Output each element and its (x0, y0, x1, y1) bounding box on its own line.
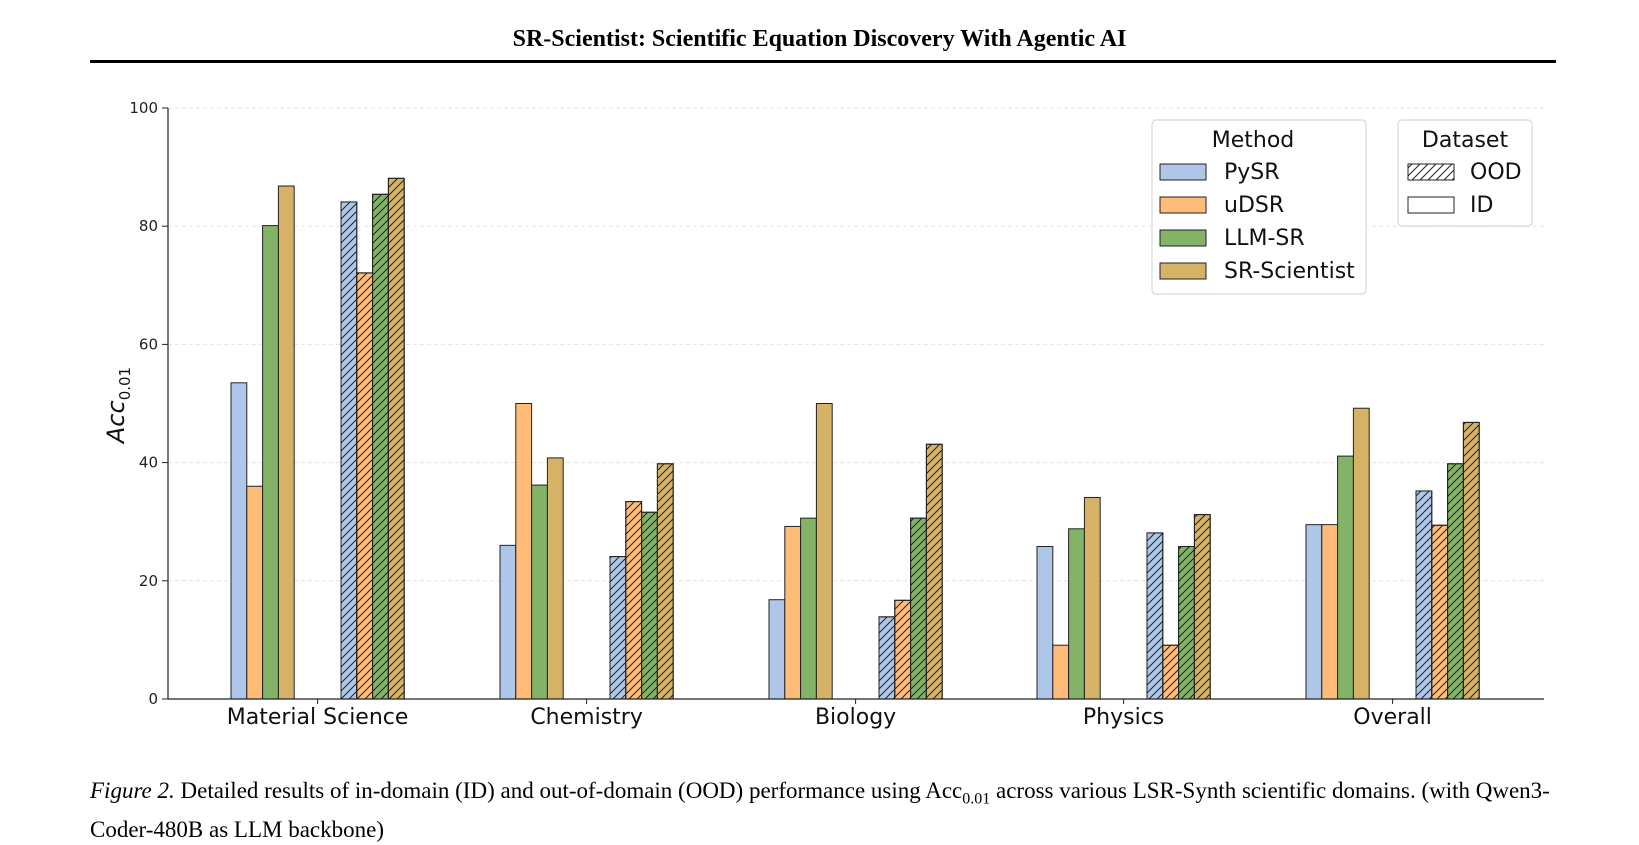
y-tick-label: 60 (139, 335, 158, 353)
y-tick-label: 0 (148, 690, 158, 708)
legend-swatch-udsr (1159, 196, 1207, 214)
x-tick-label: Physics (1083, 705, 1164, 730)
bar-llm-sr-ood-material-science-hatch (372, 193, 389, 700)
legend-label-llm-sr: LLM-SR (1224, 226, 1305, 251)
legend-label-pysr: PySR (1224, 160, 1280, 185)
caption-subscript: 0.01 (962, 790, 991, 808)
x-tick-label: Chemistry (530, 705, 643, 730)
legend-label-udsr: uDSR (1224, 193, 1284, 218)
legend-label-id: ID (1470, 193, 1493, 218)
bar-pysr-id-physics (1036, 546, 1054, 700)
bar-udsr-ood-material-science-hatch (356, 272, 374, 700)
figure-caption: Figure 2. Detailed results of in-domain … (90, 776, 1560, 845)
bar-sr-scientist-ood-material-science-hatch (387, 177, 405, 700)
y-tick-label: 20 (139, 572, 158, 590)
bar-sr-scientist-id-material-science (277, 185, 295, 700)
header-rule (90, 60, 1556, 63)
bar-llm-sr-id-biology (800, 517, 817, 700)
bar-sr-scientist-id-overall (1352, 407, 1370, 700)
y-axis-label: Acc0.01 (102, 367, 134, 445)
legend-dataset-title: Dataset (1422, 128, 1509, 153)
bar-llm-sr-ood-chemistry-hatch (641, 511, 658, 700)
bar-udsr-id-chemistry (515, 403, 533, 700)
legends: Method PySR uDSR LLM-SR SR-Scientist Dataset O… (1151, 119, 1533, 295)
legend-swatch-id (1407, 196, 1455, 214)
legend-swatch-llm-sr (1159, 229, 1207, 247)
bar-sr-scientist-ood-biology-hatch (925, 443, 943, 700)
bar-llm-sr-id-material-science (262, 225, 279, 700)
bar-pysr-id-material-science (230, 382, 248, 700)
bar-pysr-id-overall (1305, 524, 1323, 700)
legend-swatch-sr-scientist (1159, 262, 1207, 280)
bar-pysr-id-biology (768, 599, 786, 700)
legend-method-title: Method (1212, 128, 1295, 153)
bar-sr-scientist-id-physics (1083, 496, 1101, 700)
bar-pysr-ood-biology-hatch (878, 616, 896, 700)
caption-label: Figure 2. (90, 778, 175, 803)
caption-text-before: Detailed results of in-domain (ID) and o… (180, 778, 963, 803)
bar-pysr-id-chemistry (499, 544, 517, 700)
legend-label-ood: OOD (1470, 160, 1522, 185)
x-tick-label: Biology (815, 705, 896, 730)
y-axis-label-main: Acc (102, 400, 130, 445)
axes: 0 20 40 60 80 100 Material Science Chemistry Bio… (102, 99, 1544, 730)
bar-llm-sr-id-physics (1068, 528, 1085, 700)
bar-pysr-ood-material-science-hatch (340, 201, 358, 700)
bar-pysr-ood-overall-hatch (1415, 490, 1433, 700)
bar-udsr-ood-overall-hatch (1431, 524, 1449, 700)
bar-sr-scientist-ood-chemistry-hatch (656, 463, 674, 700)
bar-llm-sr-id-overall (1337, 455, 1354, 700)
bar-sr-scientist-ood-physics-hatch (1193, 514, 1211, 700)
bar-udsr-ood-chemistry-hatch (625, 501, 643, 700)
bar-udsr-ood-physics-hatch (1162, 644, 1180, 700)
bar-pysr-ood-physics-hatch (1146, 532, 1164, 700)
bar-udsr-id-physics (1052, 644, 1070, 700)
bar-udsr-id-material-science (246, 485, 264, 700)
bar-sr-scientist-id-chemistry (546, 457, 564, 700)
bar-llm-sr-id-chemistry (531, 484, 548, 700)
x-tick-label: Overall (1353, 705, 1432, 730)
y-tick-label: 80 (139, 217, 158, 235)
bar-llm-sr-ood-biology-hatch (910, 517, 927, 700)
bar-sr-scientist-id-biology (815, 403, 833, 700)
y-tick-label: 40 (139, 454, 158, 472)
legend-swatch-pysr (1159, 163, 1207, 181)
bar-pysr-ood-chemistry-hatch (609, 556, 627, 700)
y-axis-label-subscript: 0.01 (116, 367, 134, 400)
paper-header-title: SR-Scientist: Scientific Equation Discov… (512, 26, 1127, 52)
bar-sr-scientist-ood-overall-hatch (1462, 421, 1480, 700)
y-tick-label: 100 (129, 99, 158, 117)
bar-llm-sr-ood-overall-hatch (1447, 463, 1464, 700)
bar-llm-sr-ood-physics-hatch (1178, 546, 1195, 700)
bars (230, 177, 1480, 700)
x-tick-label: Material Science (227, 705, 409, 730)
legend-swatch-ood (1407, 163, 1455, 181)
bar-udsr-ood-biology-hatch (894, 599, 912, 700)
legend-label-sr-scientist: SR-Scientist (1224, 259, 1355, 284)
bar-udsr-id-biology (784, 525, 802, 700)
bar-udsr-id-overall (1321, 524, 1339, 700)
grid-lines (168, 107, 1544, 582)
